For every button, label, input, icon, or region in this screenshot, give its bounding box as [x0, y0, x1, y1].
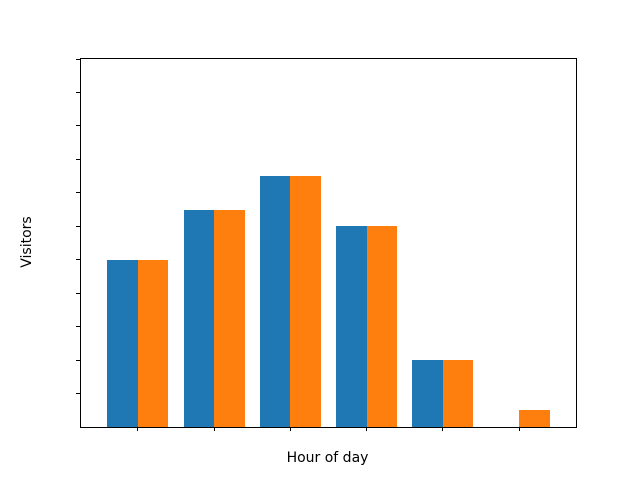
y-tick-mark	[76, 259, 80, 261]
bar-orange-series-3pm	[137, 259, 169, 427]
y-tick-mark	[76, 225, 80, 227]
y-tick-mark	[76, 192, 80, 194]
bar-orange-series-7pm	[290, 176, 321, 427]
x-axis-label: Hour of day	[286, 450, 369, 466]
x-tick-mark	[442, 427, 444, 431]
x-tick-mark	[137, 427, 139, 431]
x-tick-mark	[518, 427, 520, 431]
bar-orange-series-5pm	[214, 209, 245, 427]
y-tick-mark	[76, 326, 80, 328]
bar-blue-series-7pm	[259, 176, 291, 427]
x-tick-mark	[213, 427, 215, 431]
y-tick-mark	[76, 91, 80, 93]
y-axis-label: Visitors	[19, 216, 35, 268]
y-tick-mark	[76, 58, 80, 60]
x-tick-mark	[366, 427, 368, 431]
bar-blue-series-9pm	[336, 226, 367, 427]
bar-orange-series-1am	[519, 410, 550, 427]
y-tick-mark	[76, 393, 80, 395]
bar-orange-series-9pm	[366, 226, 398, 427]
y-tick-mark	[76, 292, 80, 294]
x-tick-mark	[289, 427, 291, 431]
bar-blue-series-11pm	[412, 360, 443, 427]
plot-area	[76, 58, 577, 431]
y-tick-mark	[76, 359, 80, 361]
bar-blue-series-5pm	[183, 209, 215, 427]
bar-blue-series-3pm	[107, 259, 138, 427]
y-tick-mark	[76, 158, 80, 160]
y-tick-mark	[76, 125, 80, 127]
bar-orange-series-11pm	[442, 360, 474, 427]
